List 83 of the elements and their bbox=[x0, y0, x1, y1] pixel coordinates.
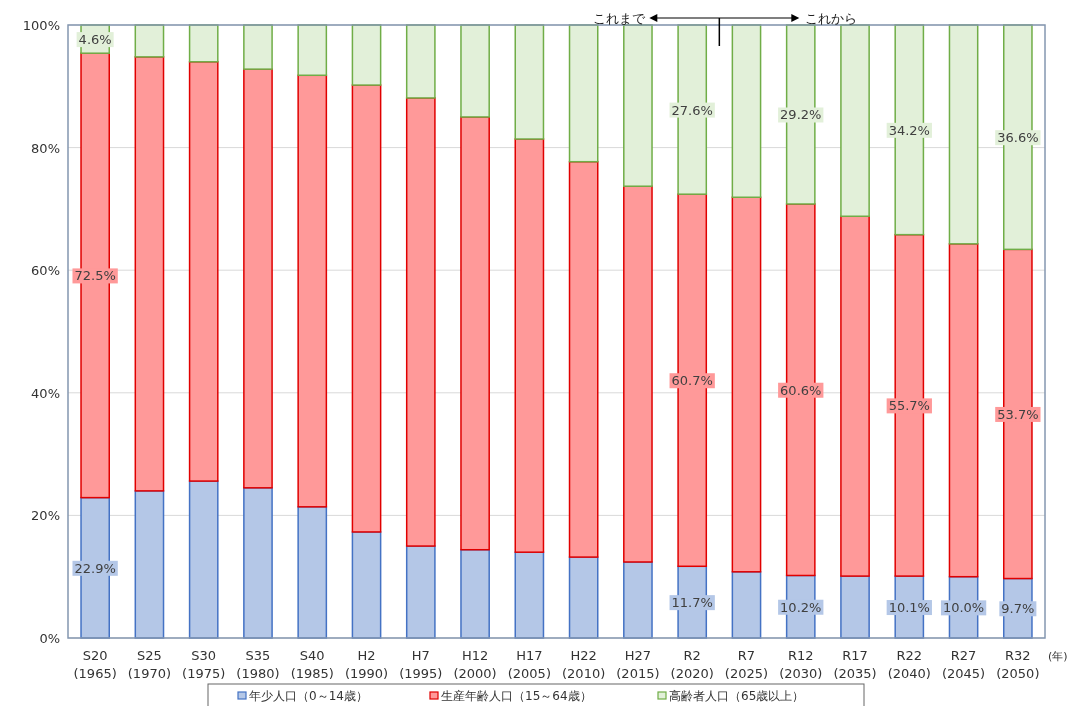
data-label: 55.7% bbox=[888, 398, 930, 414]
bar bbox=[568, 556, 599, 639]
bar bbox=[405, 24, 436, 99]
data-label: 9.7% bbox=[1001, 601, 1035, 617]
x-tick-label: H27 (2015) bbox=[616, 648, 660, 681]
bar bbox=[351, 84, 382, 533]
bar bbox=[460, 116, 490, 551]
data-label: 27.6% bbox=[671, 102, 713, 118]
x-tick-label: R22 (2040) bbox=[887, 648, 931, 681]
bar bbox=[243, 68, 273, 489]
bar bbox=[243, 24, 273, 70]
x-tick-label: S25 (1970) bbox=[127, 648, 172, 681]
bar bbox=[188, 24, 219, 63]
x-tick-label: R27 (2045) bbox=[941, 648, 986, 681]
bar bbox=[188, 61, 219, 482]
bar bbox=[297, 74, 328, 508]
x-tick-label: S35 (1980) bbox=[236, 648, 280, 681]
data-label: 11.7% bbox=[671, 595, 713, 611]
bar bbox=[243, 487, 273, 639]
bar bbox=[134, 490, 165, 639]
x-tick-label: H17 (2005) bbox=[507, 648, 551, 681]
bar bbox=[460, 548, 490, 639]
data-label: 10.2% bbox=[780, 599, 822, 615]
x-tick-label: H2 (1990) bbox=[344, 648, 389, 681]
bar bbox=[731, 571, 762, 639]
y-tick-label: 0% bbox=[39, 631, 60, 646]
bar bbox=[405, 545, 436, 639]
data-label: 60.6% bbox=[780, 382, 822, 398]
bar bbox=[623, 561, 653, 639]
bar bbox=[731, 196, 762, 573]
bar bbox=[297, 506, 328, 639]
x-tick-label: R17 (2035) bbox=[833, 648, 877, 681]
data-label: 10.1% bbox=[888, 600, 930, 616]
x-tick-label: R32 (2050) bbox=[996, 648, 1040, 681]
legend-label: 高齢者人口（65歳以上） bbox=[669, 689, 805, 703]
x-tick-label: S20 (1965) bbox=[73, 648, 117, 681]
legend-label: 年少人口（0～14歳） bbox=[249, 689, 368, 703]
data-label: 10.0% bbox=[942, 600, 985, 616]
bar bbox=[514, 138, 545, 553]
bar bbox=[351, 531, 382, 639]
x-axis-title: (年) bbox=[1048, 650, 1068, 663]
annotation: これから bbox=[805, 11, 858, 26]
bar bbox=[351, 24, 382, 86]
x-tick-label: S30 (1975) bbox=[182, 648, 226, 681]
bar bbox=[405, 97, 436, 547]
x-tick-label: H12 (2000) bbox=[453, 648, 497, 681]
y-tick-label: 20% bbox=[31, 508, 60, 524]
bar bbox=[731, 24, 762, 198]
x-tick-label: R12 (2030) bbox=[779, 648, 823, 681]
bar bbox=[840, 215, 870, 577]
bar bbox=[514, 551, 545, 639]
bar bbox=[623, 185, 653, 563]
bar bbox=[623, 24, 653, 187]
bar bbox=[840, 24, 870, 218]
legend-label: 生産年齢人口（15～64歳） bbox=[441, 689, 592, 703]
y-tick-label: 80% bbox=[31, 140, 60, 156]
bar bbox=[460, 24, 490, 118]
data-label: 29.2% bbox=[780, 107, 822, 123]
bar bbox=[948, 24, 979, 245]
bar bbox=[188, 480, 219, 639]
x-tick-label: R2 (2020) bbox=[670, 648, 714, 681]
bar bbox=[840, 575, 870, 639]
y-tick-label: 100% bbox=[22, 18, 60, 33]
x-tick-label: H7 (1995) bbox=[399, 648, 443, 681]
x-tick-label: H22 (2010) bbox=[562, 648, 606, 681]
bar bbox=[568, 24, 599, 163]
data-label: 60.7% bbox=[671, 373, 713, 389]
y-tick-label: 60% bbox=[31, 263, 60, 279]
bar bbox=[514, 24, 545, 140]
data-label: 53.7% bbox=[997, 406, 1039, 422]
data-label: 34.2% bbox=[888, 122, 930, 138]
x-tick-label: R7 (2025) bbox=[724, 648, 769, 681]
data-label: 72.5% bbox=[74, 268, 116, 284]
data-label: 36.6% bbox=[997, 130, 1039, 146]
x-tick-label: S40 (1985) bbox=[290, 648, 334, 681]
bar bbox=[297, 24, 328, 77]
bar bbox=[948, 243, 979, 578]
bar bbox=[568, 160, 599, 558]
y-tick-label: 40% bbox=[31, 385, 60, 401]
data-label: 22.9% bbox=[74, 560, 116, 576]
bar bbox=[134, 24, 165, 58]
bar bbox=[134, 56, 165, 492]
annotation: これまで bbox=[593, 11, 647, 26]
